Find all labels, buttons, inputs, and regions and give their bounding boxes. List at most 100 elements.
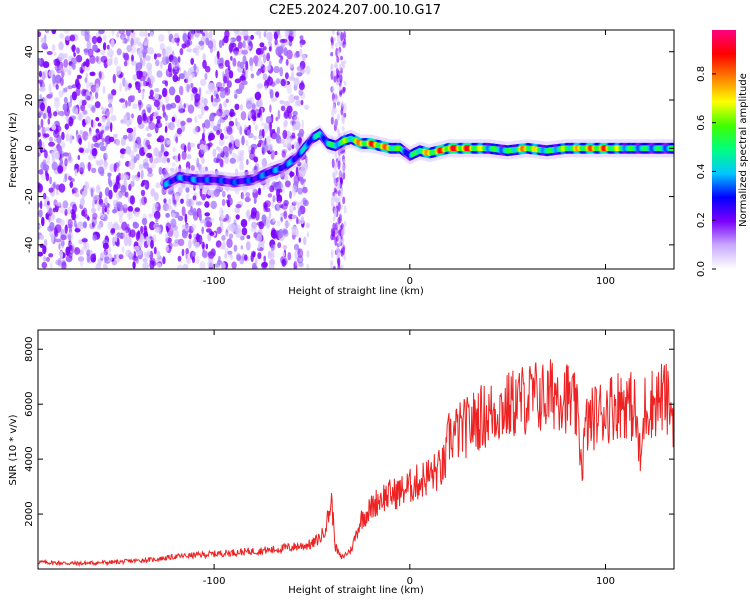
noise-speck — [243, 124, 248, 131]
noise-speck — [228, 120, 235, 127]
noise-speck — [162, 104, 166, 112]
noise-speck — [192, 238, 198, 247]
noise-speck — [136, 50, 142, 56]
noise-speck — [95, 117, 100, 122]
noise-speck — [207, 259, 214, 268]
noise-speck — [178, 186, 183, 195]
noise-speck — [239, 61, 245, 69]
noise-speck — [176, 38, 180, 47]
noise-speck — [128, 119, 133, 125]
noise-speck — [332, 172, 336, 178]
noise-speck — [149, 221, 156, 231]
noise-speck — [229, 223, 237, 233]
noise-speck — [296, 161, 302, 167]
noise-speck — [215, 93, 219, 99]
noise-speck — [165, 222, 172, 231]
noise-speck — [165, 95, 169, 104]
noise-speck — [81, 209, 86, 217]
noise-speck — [136, 249, 143, 256]
noise-speck — [268, 46, 272, 52]
noise-speck — [289, 204, 294, 213]
noise-speck — [256, 83, 264, 89]
noise-speck — [266, 135, 271, 145]
noise-speck — [306, 263, 309, 269]
noise-speck — [120, 185, 127, 193]
noise-speck — [101, 205, 105, 215]
noise-speck — [92, 234, 98, 241]
noise-speck — [101, 116, 106, 123]
noise-speck — [240, 235, 245, 241]
noise-speck — [132, 95, 135, 101]
noise-speck — [342, 86, 346, 92]
noise-speck — [340, 228, 344, 238]
noise-speck — [342, 61, 346, 70]
noise-speck — [291, 115, 298, 121]
noise-speck — [117, 204, 124, 211]
noise-speck — [42, 113, 47, 120]
noise-speck — [165, 103, 172, 111]
noise-speck — [101, 137, 105, 143]
noise-speck — [189, 142, 196, 148]
noise-speck — [153, 100, 160, 108]
noise-speck — [275, 78, 280, 85]
noise-speck — [162, 87, 168, 98]
noise-speck — [179, 99, 182, 109]
noise-speck — [286, 84, 292, 95]
noise-speck — [139, 235, 145, 244]
noise-speck — [248, 111, 252, 119]
noise-speck — [80, 104, 86, 112]
noise-speck — [58, 183, 66, 193]
noise-speck — [342, 196, 346, 205]
noise-speck — [137, 142, 142, 149]
noise-speck — [168, 54, 174, 61]
noise-speck — [221, 209, 224, 214]
noise-speck — [156, 70, 163, 78]
noise-speck — [207, 82, 213, 91]
noise-speck — [268, 251, 275, 258]
noise-speck — [61, 141, 66, 149]
noise-speck — [186, 153, 192, 160]
noise-speck — [38, 132, 41, 138]
noise-speck — [166, 205, 173, 211]
noise-speck — [167, 30, 171, 35]
noise-speck — [335, 198, 339, 204]
noise-speck — [198, 40, 205, 46]
noise-speck — [166, 157, 170, 163]
noise-speck — [278, 137, 282, 144]
noise-speck — [130, 44, 136, 54]
noise-speck — [47, 200, 50, 206]
noise-speck — [256, 70, 260, 76]
noise-speck — [242, 40, 246, 49]
noise-speck — [158, 150, 163, 159]
noise-speck — [193, 63, 197, 72]
noise-speck — [38, 31, 41, 37]
spectrogram-y-ticks: -40 -20 0 20 40 — [24, 45, 674, 253]
noise-speck — [342, 171, 346, 180]
noise-speck — [204, 119, 211, 129]
noise-speck — [48, 253, 54, 258]
y-tick-label: 2000 — [24, 501, 35, 526]
noise-speck — [343, 44, 347, 49]
snr-x-ticks: -100 0 100 — [203, 330, 615, 587]
noise-speck — [277, 46, 284, 55]
noise-speck — [337, 101, 341, 106]
noise-speck — [131, 54, 134, 63]
noise-speck — [229, 134, 234, 145]
noise-speck — [66, 115, 70, 124]
noise-speck — [142, 57, 146, 67]
noise-speck — [245, 100, 253, 110]
noise-speck — [201, 96, 205, 103]
noise-speck — [177, 264, 184, 269]
noise-speck — [279, 66, 284, 77]
noise-speck — [208, 142, 213, 148]
noise-speck — [234, 78, 242, 84]
noise-speck — [55, 84, 59, 90]
noise-speck — [72, 203, 77, 214]
noise-speck — [195, 126, 201, 133]
noise-speck — [153, 210, 161, 220]
noise-speck — [301, 54, 306, 62]
noise-speck — [288, 76, 296, 81]
noise-speck — [228, 142, 233, 148]
noise-speck — [282, 184, 285, 195]
noise-speck — [199, 261, 206, 269]
